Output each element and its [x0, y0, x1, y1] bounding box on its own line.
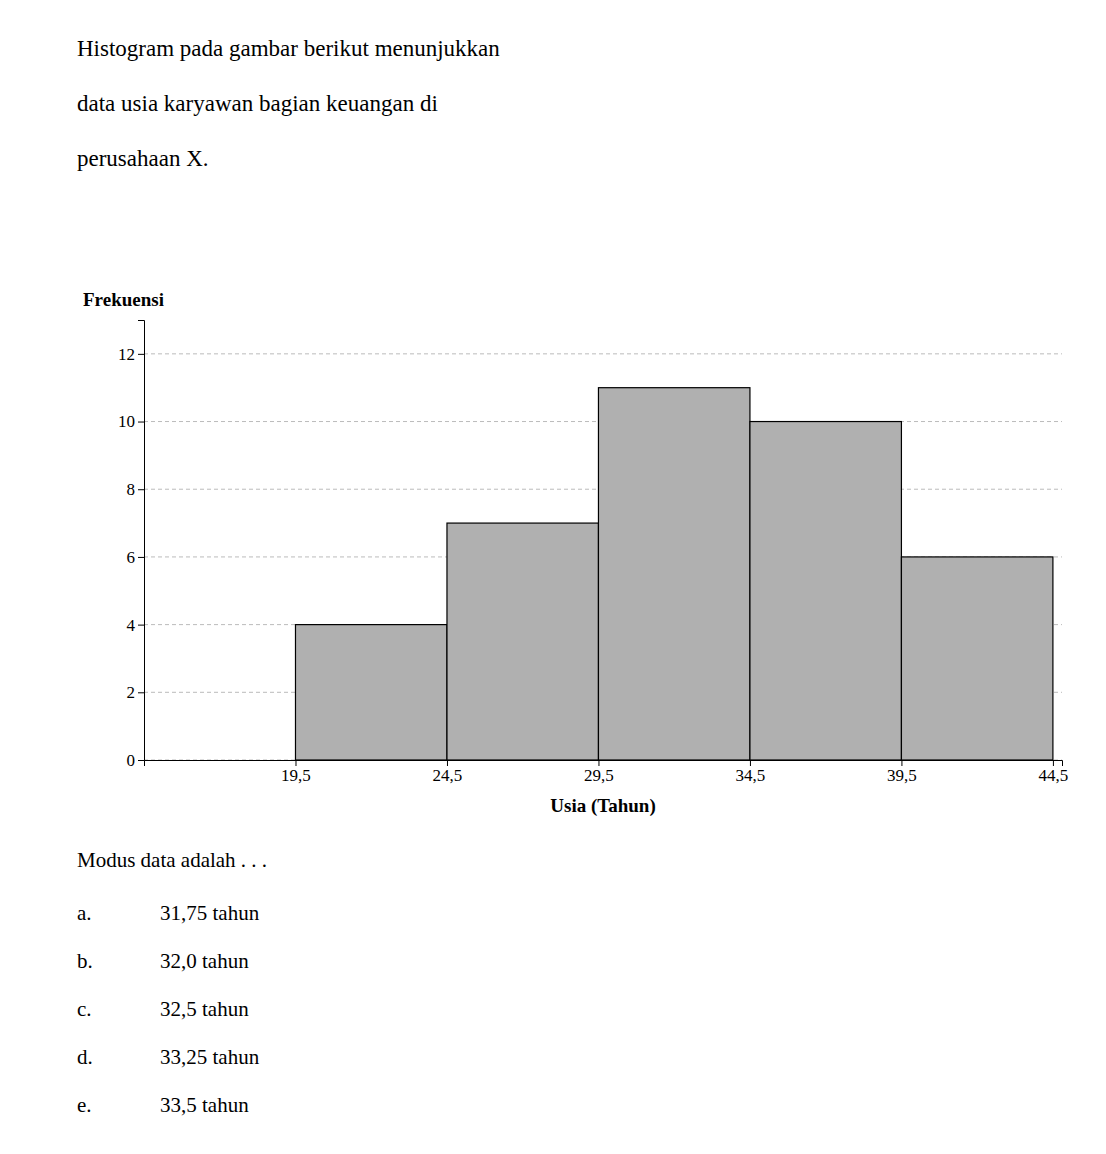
option-value: 32,0 tahun: [160, 949, 249, 973]
y-tick: 0: [127, 751, 145, 770]
y-tick-label: 0: [127, 751, 136, 770]
y-tick-label: 10: [118, 412, 135, 431]
y-tick: 4: [127, 616, 145, 635]
x-tick-label: 29,5: [584, 766, 614, 785]
x-tick-label: 24,5: [433, 766, 463, 785]
x-axis-title: Usia (Tahun): [550, 795, 655, 817]
x-tick: 39,5: [887, 760, 917, 785]
y-tick: 2: [127, 683, 145, 702]
bar: [901, 557, 1052, 760]
y-tick-label: 6: [127, 548, 136, 567]
bar: [447, 523, 598, 760]
x-tick-label: 19,5: [281, 766, 311, 785]
chart: Histogram pada gambar berikut menunjukka…: [0, 0, 1106, 1154]
grid-line: [144, 353, 1062, 354]
x-tick: 44,5: [1039, 760, 1069, 785]
plot: 19,5 24,5 29,5 34,5 39,5 44,5 0 2 4 6 8 10 12: [118, 321, 1068, 786]
y-axis: 0 2 4 6 8 10 12: [118, 321, 145, 770]
y-tick-mark: [138, 760, 144, 761]
y-tick-mark: [138, 489, 144, 490]
y-tick: 10: [118, 412, 144, 431]
option-value: 31,75 tahun: [160, 901, 260, 925]
x-axis: 19,5 24,5 29,5 34,5 39,5 44,5: [145, 760, 1069, 785]
x-tick-label: 34,5: [736, 766, 766, 785]
option-value: 33,25 tahun: [160, 1045, 260, 1069]
y-tick-mark: [138, 354, 144, 355]
y-tick-mark: [138, 692, 144, 693]
bar: [750, 422, 901, 760]
grid: [144, 354, 1062, 760]
y-tick-label: 12: [118, 345, 135, 364]
y-tick-mark: [138, 422, 144, 423]
option-letter: e.: [77, 1093, 92, 1117]
x-tick: 34,5: [736, 760, 766, 785]
option-letter: b.: [77, 949, 93, 973]
y-tick: 8: [127, 480, 145, 499]
x-tick: 29,5: [584, 760, 614, 785]
x-tick-label: 39,5: [887, 766, 917, 785]
title-line: data usia karyawan bagian keuangan di: [77, 91, 438, 116]
y-tick-mark: [138, 557, 144, 558]
option-letter: c.: [77, 997, 92, 1021]
y-tick-mark: [138, 625, 144, 626]
y-tick: 6: [127, 548, 145, 567]
y-tick-label: 8: [127, 480, 136, 499]
bar: [598, 388, 749, 760]
option-value: 32,5 tahun: [160, 997, 249, 1021]
question: Modus data adalah . . .: [77, 848, 267, 872]
option-letter: a.: [77, 901, 92, 925]
x-tick-label: 44,5: [1039, 766, 1069, 785]
y-axis-title: Frekuensi: [83, 289, 164, 310]
bar: [295, 625, 446, 760]
bars: [295, 388, 1052, 760]
title-line: Histogram pada gambar berikut menunjukka…: [77, 36, 500, 61]
y-tick-label: 2: [127, 683, 136, 702]
option-letter: d.: [77, 1045, 93, 1069]
y-axis-line: [138, 321, 145, 761]
y-tick-label: 4: [127, 616, 136, 635]
option-value: 33,5 tahun: [160, 1093, 249, 1117]
x-tick: 24,5: [433, 760, 463, 785]
y-tick: 12: [118, 345, 144, 364]
title-line: perusahaan X.: [77, 146, 209, 171]
x-tick: 19,5: [281, 760, 311, 785]
